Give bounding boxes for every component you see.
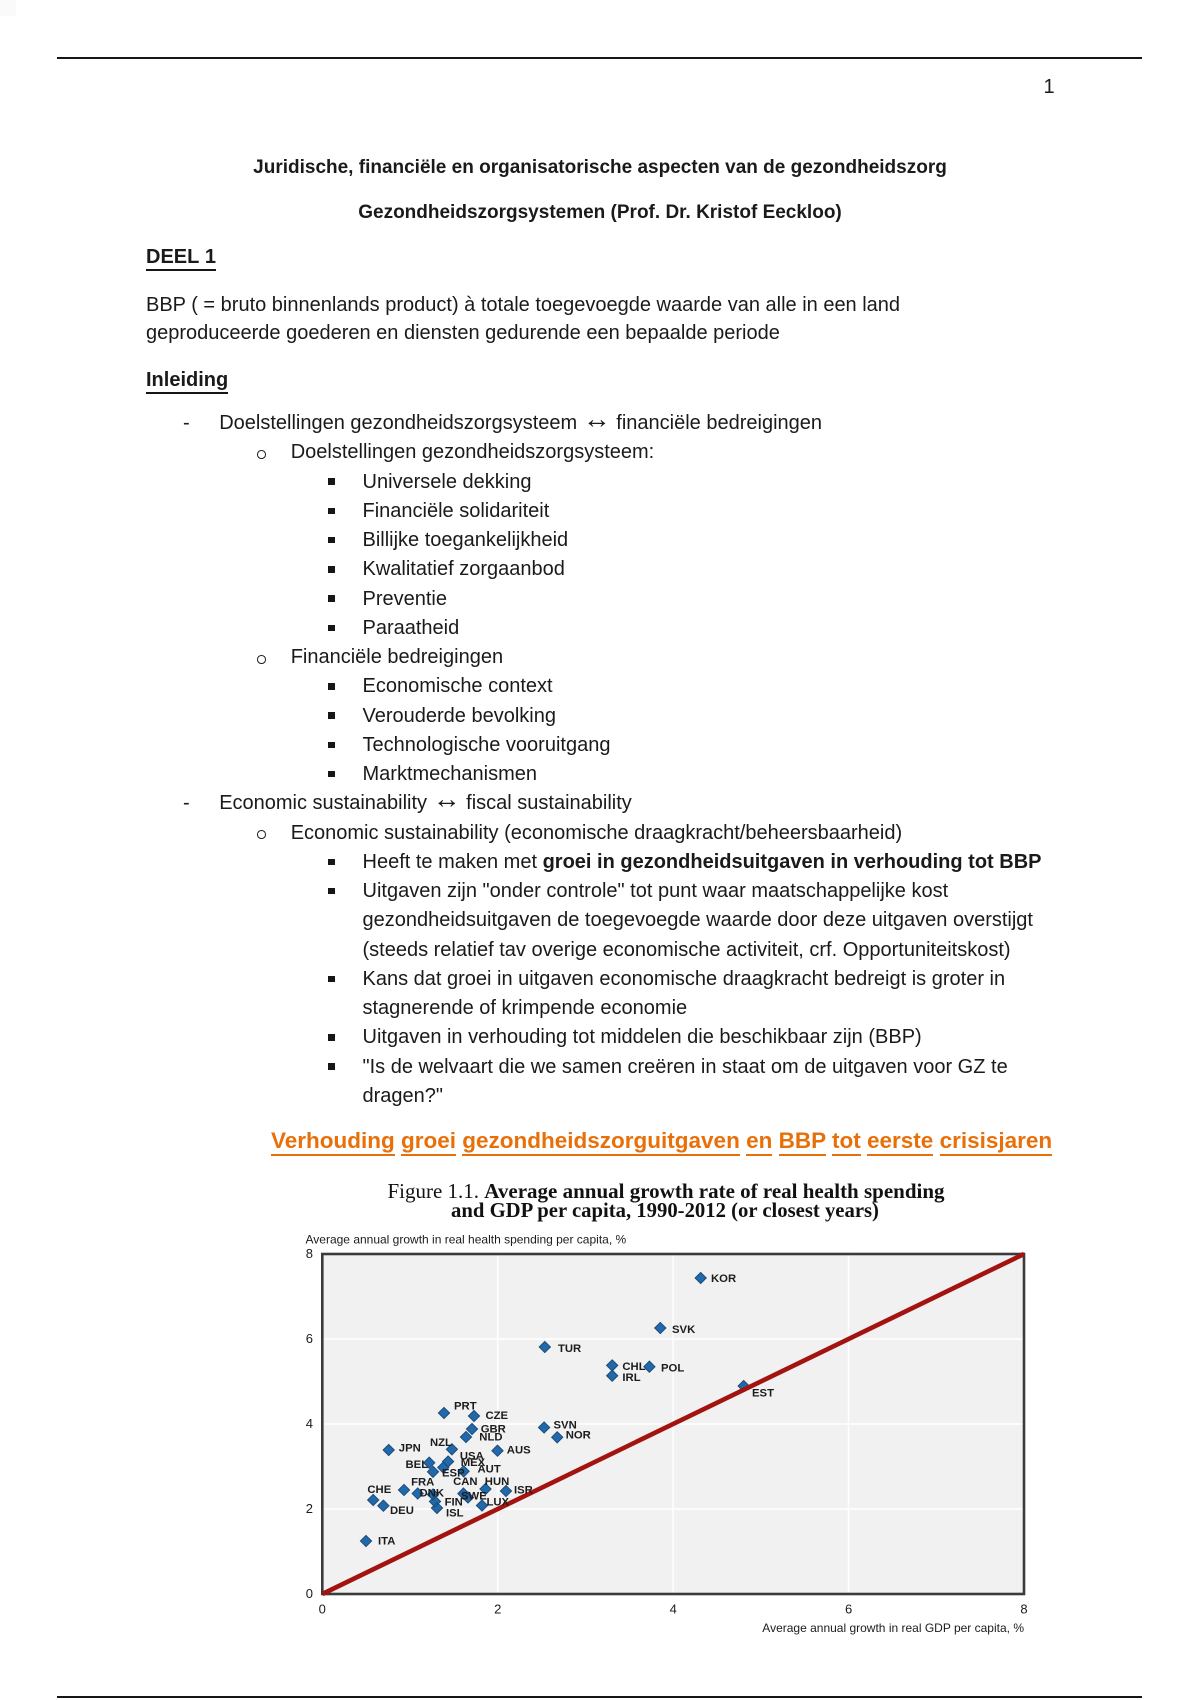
svg-text:TUR: TUR (558, 1343, 581, 1355)
svg-text:ISR: ISR (514, 1485, 533, 1497)
svg-text:LUX: LUX (487, 1497, 510, 1509)
svg-text:AUT: AUT (478, 1463, 501, 1475)
svg-text:6: 6 (306, 1331, 313, 1346)
svg-text:FRA: FRA (411, 1477, 434, 1489)
svg-text:SVN: SVN (554, 1420, 577, 1432)
svg-text:KOR: KOR (711, 1273, 736, 1285)
svg-text:CHL: CHL (622, 1361, 645, 1373)
svg-text:AUS: AUS (507, 1445, 531, 1457)
svg-text:ESP: ESP (442, 1468, 465, 1480)
svg-text:EST: EST (752, 1388, 774, 1400)
svg-text:Average annual growth in real: Average annual growth in real health spe… (306, 1233, 627, 1247)
svg-text:ITA: ITA (378, 1536, 395, 1548)
svg-text:CHE: CHE (367, 1484, 391, 1496)
svg-text:8: 8 (1020, 1602, 1027, 1617)
svg-text:IRL: IRL (622, 1372, 640, 1384)
svg-text:BEL: BEL (406, 1459, 429, 1471)
svg-text:2: 2 (306, 1501, 313, 1516)
svg-text:MEX: MEX (461, 1457, 486, 1469)
svg-text:DEU: DEU (390, 1505, 414, 1517)
svg-text:JPN: JPN (399, 1443, 421, 1455)
svg-text:2: 2 (494, 1602, 501, 1617)
svg-text:NOR: NOR (566, 1430, 591, 1442)
svg-text:SWE: SWE (461, 1491, 487, 1503)
svg-text:POL: POL (661, 1363, 684, 1375)
svg-text:NLD: NLD (479, 1432, 502, 1444)
svg-text:4: 4 (306, 1416, 313, 1431)
svg-text:FIN: FIN (445, 1497, 463, 1509)
svg-text:DNK: DNK (420, 1488, 445, 1500)
svg-text:6: 6 (845, 1602, 852, 1617)
svg-text:8: 8 (306, 1246, 313, 1261)
svg-text:GBR: GBR (481, 1424, 506, 1436)
svg-text:CAN: CAN (453, 1476, 477, 1488)
svg-text:Average annual growth in real: Average annual growth in real GDP per ca… (762, 1621, 1024, 1635)
svg-text:0: 0 (319, 1602, 326, 1617)
svg-text:ISL: ISL (446, 1508, 464, 1520)
svg-text:CZE: CZE (486, 1410, 509, 1422)
svg-text:4: 4 (670, 1602, 677, 1617)
svg-text:USA: USA (460, 1451, 484, 1463)
svg-text:PRT: PRT (454, 1401, 477, 1413)
svg-text:NZL: NZL (430, 1437, 452, 1449)
svg-text:0: 0 (306, 1586, 313, 1601)
svg-text:HUN: HUN (485, 1476, 509, 1488)
svg-text:SVK: SVK (672, 1324, 696, 1336)
